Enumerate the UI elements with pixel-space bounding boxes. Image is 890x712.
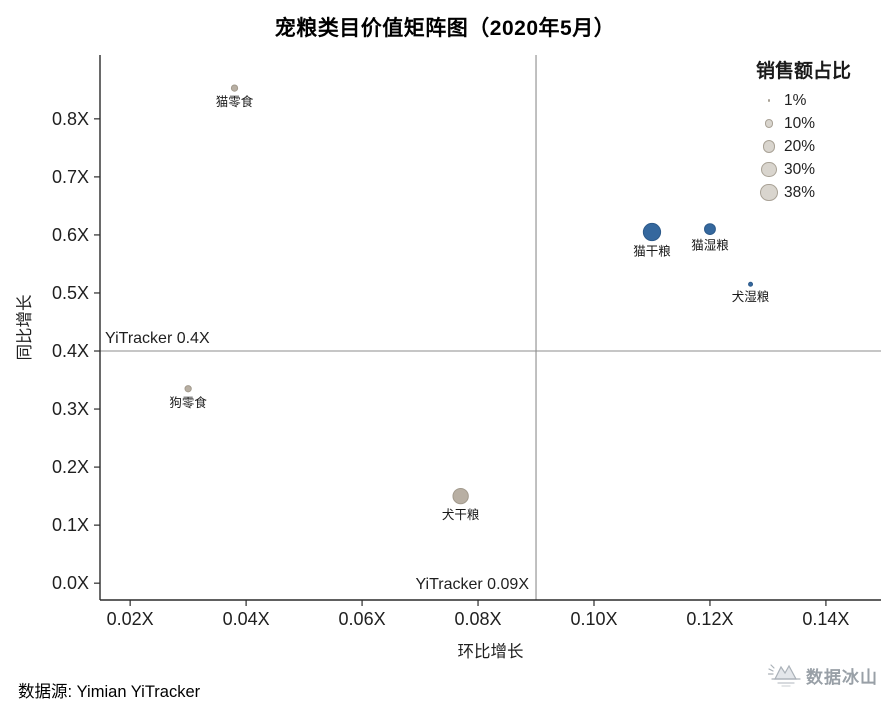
x-tick-label: 0.02X xyxy=(107,609,154,629)
legend-circle xyxy=(756,119,782,128)
bubble-dog-dry-food[interactable] xyxy=(452,487,469,505)
legend-circle xyxy=(756,183,782,202)
size-legend: 销售额占比 1% 10% 20% 30% 38% xyxy=(756,56,851,204)
legend-entry: 38% xyxy=(756,181,851,204)
x-tick-label: 0.14X xyxy=(802,609,849,629)
legend-entries: 1% 10% 20% 30% 38% xyxy=(756,89,851,204)
bubble-label-dog-snacks: 狗零食 xyxy=(169,395,207,410)
legend-circle xyxy=(756,140,782,153)
y-tick-label: 0.3X xyxy=(52,399,89,419)
watermark-text: 数据冰山 xyxy=(806,667,878,687)
ref-line-mom-label: YiTracker 0.09X xyxy=(415,576,529,593)
watermark: 数据冰山 xyxy=(767,662,878,688)
x-tick-label: 0.06X xyxy=(339,609,386,629)
y-tick-label: 0.5X xyxy=(52,283,89,303)
legend-title: 销售额占比 xyxy=(756,61,852,82)
legend-entry-label: 20% xyxy=(784,137,816,155)
bubble-label-dog-wet-food: 犬湿粮 xyxy=(732,289,770,304)
bubble-cat-dry-food[interactable] xyxy=(642,222,662,242)
legend-circle xyxy=(756,99,782,102)
bubble-cat-snacks[interactable] xyxy=(230,84,239,92)
legend-entry-label: 10% xyxy=(784,114,816,132)
legend-entry: 20% xyxy=(756,135,851,158)
legend-entry: 1% xyxy=(756,89,851,112)
y-tick-label: 0.7X xyxy=(52,167,89,187)
y-tick-label: 0.1X xyxy=(52,515,89,535)
bubble-dog-snacks[interactable] xyxy=(184,385,192,393)
y-tick-label: 0.0X xyxy=(52,573,89,593)
legend-circle xyxy=(756,161,782,178)
chart-title: 宠粮类目价值矩阵图（2020年5月） xyxy=(274,17,616,40)
bubble-label-cat-snacks: 猫零食 xyxy=(216,94,254,109)
bubble-label-cat-dry-food: 猫干粮 xyxy=(633,244,671,259)
x-tick-label: 0.08X xyxy=(455,609,502,629)
iceberg-icon xyxy=(767,664,801,687)
y-tick-label: 0.6X xyxy=(52,225,89,245)
legend-entry: 10% xyxy=(756,112,851,135)
x-tick-label: 0.12X xyxy=(686,609,733,629)
y-tick-label: 0.4X xyxy=(52,341,89,361)
x-tick-label: 0.04X xyxy=(223,609,270,629)
legend-entry-label: 1% xyxy=(784,91,807,109)
bubble-cat-wet-food[interactable] xyxy=(704,223,716,236)
bubble-dog-wet-food[interactable] xyxy=(748,281,754,287)
bubble-label-dog-dry-food: 犬干粮 xyxy=(442,507,480,522)
data-source: 数据源: Yimian YiTracker xyxy=(18,683,201,701)
x-axis-title: 环比增长 xyxy=(458,642,524,661)
x-tick-label: 0.10X xyxy=(570,609,617,629)
ref-line-yoy-label: YiTracker 0.4X xyxy=(105,330,210,347)
y-axis-title: 同比增长 xyxy=(15,295,34,361)
legend-entry-label: 30% xyxy=(784,160,816,178)
y-tick-label: 0.2X xyxy=(52,457,89,477)
y-tick-label: 0.8X xyxy=(52,109,89,129)
legend-entry-label: 38% xyxy=(784,183,816,201)
legend-entry: 30% xyxy=(756,158,851,181)
bubble-label-cat-wet-food: 猫湿粮 xyxy=(691,238,729,253)
